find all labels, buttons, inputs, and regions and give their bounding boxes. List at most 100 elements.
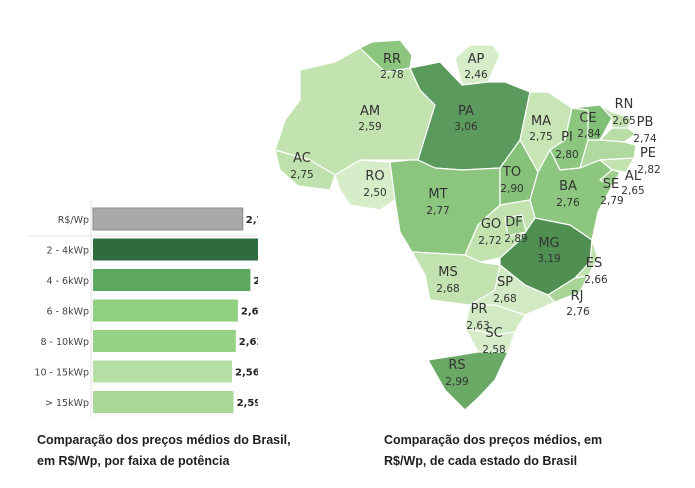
bar-category-label: 6 - 8kWp (47, 307, 89, 318)
state-value-AL: 2,65 (621, 185, 644, 197)
label-PE: PE 2,82 (637, 146, 660, 176)
label-TO: TO 2,90 (500, 165, 523, 195)
state-code-PR: PR (471, 302, 488, 317)
state-code-RO: RO (365, 169, 384, 184)
state-SC (464, 327, 516, 353)
state-value-RN: 2,65 (612, 115, 635, 127)
label-RJ: RJ 2,76 (566, 289, 590, 318)
bar-2 (93, 269, 251, 291)
bar-value-label: 2,56 (235, 368, 258, 379)
map-caption: Comparação dos preços médios, em R$/Wp, … (384, 433, 603, 468)
state-value-ES: 2,66 (584, 274, 608, 286)
state-code-PE: PE (640, 146, 656, 161)
map-labels: RR 2,78 AP 2,46 AM 2,59 PA 3,06 MA 2,75 CE 2,8… (290, 52, 660, 388)
state-code-BA: BA (559, 179, 577, 194)
bar-chart-caption: Comparação dos preços médios do Brasil, … (37, 433, 291, 468)
label-PA: PA 3,06 (454, 104, 478, 133)
label-AP: AP 2,46 (464, 52, 488, 81)
state-code-PA: PA (458, 104, 474, 119)
state-value-SC: 2,58 (482, 344, 505, 356)
state-code-SC: SC (485, 326, 502, 341)
label-BA: BA 2,76 (556, 179, 580, 209)
bar-1 (93, 238, 258, 261)
state-value-MA: 2,75 (529, 131, 552, 143)
state-value-MT: 2,77 (426, 205, 449, 217)
state-value-RS: 2,99 (445, 376, 468, 388)
state-RS (427, 351, 509, 411)
state-code-RS: RS (448, 358, 465, 373)
state-AC (274, 149, 336, 191)
bar-category-label: 4 - 6kWp (47, 276, 89, 287)
state-value-PA: 3,06 (454, 121, 478, 133)
state-code-SP: SP (497, 275, 513, 290)
label-RS: RS 2,99 (445, 358, 468, 388)
label-SE: SE 2,79 (600, 177, 623, 207)
state-value-AP: 2,46 (464, 69, 488, 81)
state-value-SE: 2,79 (600, 195, 623, 207)
state-value-GO: 2,72 (478, 235, 501, 247)
label-SP: SP 2,68 (493, 275, 516, 305)
bar-value-label: 2,90 (253, 276, 258, 287)
state-value-MS: 2,68 (436, 283, 459, 295)
state-value-AM: 2,59 (358, 121, 381, 133)
state-code-RJ: RJ (571, 289, 584, 304)
state-code-AP: AP (468, 52, 485, 67)
state-code-PB: PB (637, 115, 654, 130)
label-ES: ES 2,66 (584, 256, 608, 286)
label-AM: AM 2,59 (358, 104, 381, 133)
label-PR: PR 2,63 (466, 302, 489, 332)
state-value-BA: 2,76 (556, 197, 580, 209)
label-PI: PI 2,80 (555, 130, 578, 161)
label-CE: CE 2,84 (577, 111, 601, 140)
state-code-PI: PI (561, 130, 573, 145)
state-value-RO: 2,50 (363, 187, 386, 199)
state-value-AC: 2,75 (290, 169, 313, 181)
bar-category-label: > 15kWp (45, 398, 89, 409)
label-GO: GO 2,72 (478, 217, 501, 247)
label-MA: MA 2,75 (529, 114, 552, 143)
state-code-SE: SE (603, 177, 619, 192)
label-RO: RO 2,50 (363, 169, 386, 199)
state-code-MS: MS (438, 265, 457, 280)
state-value-SP: 2,68 (493, 293, 516, 305)
bar-5 (93, 360, 232, 383)
state-RO (334, 159, 396, 211)
state-RR (359, 39, 413, 73)
state-value-DF: 2,89 (504, 233, 527, 245)
state-value-PB: 2,74 (633, 133, 657, 145)
label-SC: SC 2,58 (482, 326, 505, 356)
state-value-RR: 2,78 (380, 69, 403, 81)
state-code-MA: MA (531, 114, 551, 129)
label-AL: AL2,65 (621, 169, 644, 197)
label-MT: MT 2,77 (426, 187, 449, 217)
bar-category-label: 8 - 10kWp (40, 337, 89, 348)
bar-value-label: 2,67 (241, 307, 258, 318)
state-value-PE: 2,82 (637, 164, 660, 176)
bar-6 (93, 391, 234, 413)
label-RR: RR 2,78 (380, 52, 403, 81)
state-code-TO: TO (502, 165, 521, 180)
bar-4 (93, 330, 236, 352)
label-DF: DF 2,89 (504, 215, 527, 245)
state-code-CE: CE (579, 111, 596, 126)
label-PB: PB 2,74 (633, 115, 657, 145)
state-value-RJ: 2,76 (566, 306, 590, 318)
bar-category-label: R$/Wp (58, 215, 89, 226)
state-value-PR: 2,63 (466, 320, 489, 332)
label-AC: AC 2,75 (290, 151, 313, 181)
state-code-MT: MT (428, 187, 447, 202)
bar-category-label: 2 - 4kWp (47, 246, 89, 257)
state-code-MG: MG (538, 236, 559, 251)
state-code-GO: GO (481, 217, 501, 232)
state-code-AC: AC (293, 151, 311, 166)
state-value-CE: 2,84 (577, 128, 601, 140)
label-MG: MG 3,19 (537, 236, 560, 265)
bar-0 (92, 207, 244, 231)
bar-value-label: 2,59 (237, 398, 258, 409)
label-RN: RN 2,65 (612, 97, 635, 127)
state-value-PI: 2,80 (555, 149, 578, 161)
map-shapes (274, 39, 637, 411)
